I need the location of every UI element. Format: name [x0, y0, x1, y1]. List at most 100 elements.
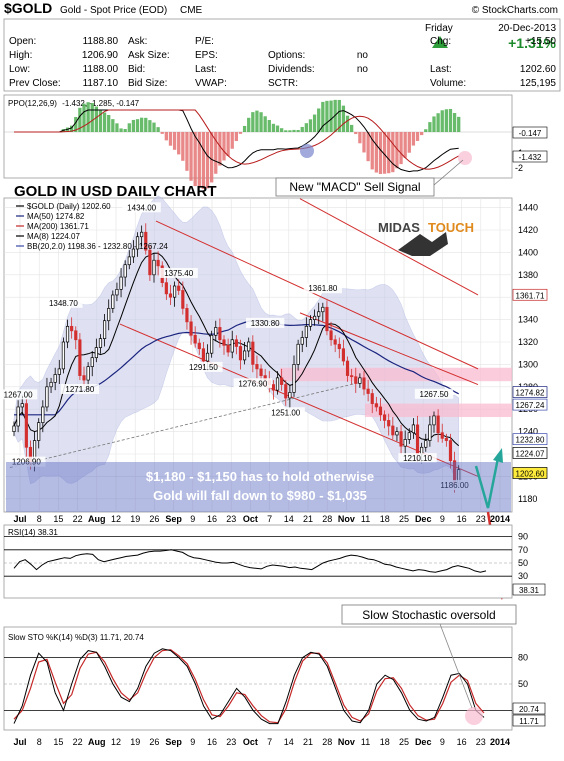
ppo-hist-bar [300, 126, 304, 132]
ppo-hist-bar [337, 99, 341, 132]
ppo-hist-bar [428, 122, 432, 132]
channel-outer-line [299, 198, 479, 296]
ppo-hist-bar [222, 132, 226, 161]
rsi-line [13, 549, 487, 573]
price-x-axis: Jul 8 15 22 Aug 12 19 26 Sep 9 16 23 Oct 7 14 21 28 Nov 11… [13, 514, 510, 524]
price-tick: 1380 [518, 270, 538, 280]
candle [308, 319, 313, 327]
header-date: 20-Dec-2013 [498, 23, 556, 34]
legend-entry: MA(200) 1361.71 [27, 222, 89, 231]
quote-table: Open: Ask: P/E: Chg: 1188.80 +15.50 High: Ask S… [9, 36, 556, 89]
candle [201, 348, 205, 362]
change-percent: +1.31% [508, 35, 556, 51]
candle [292, 364, 296, 393]
quote-label: Last: [195, 64, 217, 75]
x-tick: 23 [226, 514, 236, 524]
ppo-hist-bar [144, 117, 148, 132]
price-label-bg [44, 297, 83, 308]
price-label: 1361.80 [303, 283, 342, 294]
ppo-hist-bar [440, 110, 444, 132]
candle [378, 406, 383, 416]
ppo-hist-bar [210, 132, 214, 183]
price-tick: 1340 [518, 315, 538, 325]
candle [337, 343, 341, 350]
candle [436, 415, 440, 434]
sto-k-line [13, 648, 485, 725]
ppo-hist-bar [391, 132, 395, 173]
right-price-box [512, 288, 548, 301]
x-tick: 9 [190, 737, 195, 747]
ppo-hist-bar [70, 125, 74, 132]
price-label-bg [246, 317, 285, 328]
right-price-box [512, 398, 548, 411]
x-tick: 15 [53, 514, 63, 524]
candle [243, 350, 247, 361]
sto-tick: 80 [518, 653, 528, 663]
ppo-hist-bar [189, 132, 193, 181]
ppo-hist-bar [444, 109, 448, 132]
ppo-hist-bar [329, 100, 333, 132]
candle [177, 285, 181, 291]
x-tick: 21 [303, 514, 313, 524]
candle [345, 360, 350, 376]
candle [90, 357, 94, 367]
ppo-hist-bar [251, 112, 255, 132]
ppo-callout: New "MACD" Sell Signal [289, 180, 420, 194]
price-label-bg [435, 480, 474, 491]
candle [210, 334, 214, 354]
ppo-hist-bar [296, 130, 300, 132]
x-tick: 16 [457, 737, 467, 747]
candle [300, 337, 304, 345]
candle [325, 306, 329, 332]
ppo-axis-2: -2 [515, 163, 523, 173]
candle [173, 285, 177, 298]
x-tick: 14 [284, 514, 294, 524]
ppo-hist-bar [98, 109, 103, 132]
ppo-hist-bar [312, 114, 317, 132]
x-tick: 26 [149, 737, 159, 747]
candle [383, 414, 387, 421]
sto-right-label-1: 11.71 [519, 717, 539, 726]
price-label-text: 1330.80 [251, 319, 280, 328]
source-credit: © StockCharts.com [472, 5, 558, 16]
price-label: 1267.50 [414, 388, 454, 399]
candle [362, 377, 366, 390]
rsi-right-label: 38.31 [519, 586, 540, 595]
ppo-hist-bar [193, 132, 197, 187]
ppo-hist-bar [457, 116, 461, 132]
ppo-hist-bar [288, 130, 292, 132]
x-tick: 8 [37, 514, 42, 524]
sto-oversold-marker [465, 707, 483, 725]
price-tick: 1400 [518, 247, 538, 257]
price-label-text: 1348.70 [49, 299, 78, 308]
candle [354, 376, 358, 384]
ppo-hist-bar [350, 124, 354, 132]
candle [424, 440, 428, 448]
candle [321, 306, 325, 313]
price-label-bg [398, 453, 437, 464]
ppo-hist-bar [452, 113, 457, 132]
ppo-hist-bar [284, 130, 288, 132]
candle [366, 388, 370, 394]
quote-value: no [357, 50, 369, 61]
candle [313, 315, 317, 320]
ppo-hist-bar [403, 132, 407, 158]
bull-arrowhead-icon [493, 448, 503, 463]
quote-label: Bid: [128, 64, 145, 75]
candle [107, 308, 111, 322]
x-tick: Nov [338, 737, 355, 747]
ppo-hist-bar [234, 132, 238, 142]
right-price-label: 1274.82 [516, 389, 545, 398]
candle [255, 364, 259, 370]
candle [275, 377, 280, 391]
x-tick: 16 [207, 737, 217, 747]
bull-scenario-arrow [474, 457, 500, 509]
price-label: 1276.90 [233, 378, 272, 389]
ppo-hist-bar [255, 110, 259, 132]
candle [78, 339, 82, 376]
price-tick: 1240 [518, 427, 538, 437]
up-arrow-icon [432, 36, 448, 48]
candle [440, 432, 444, 439]
ppo-hist-bar [82, 103, 86, 132]
ppo-hist-bar [168, 132, 173, 146]
